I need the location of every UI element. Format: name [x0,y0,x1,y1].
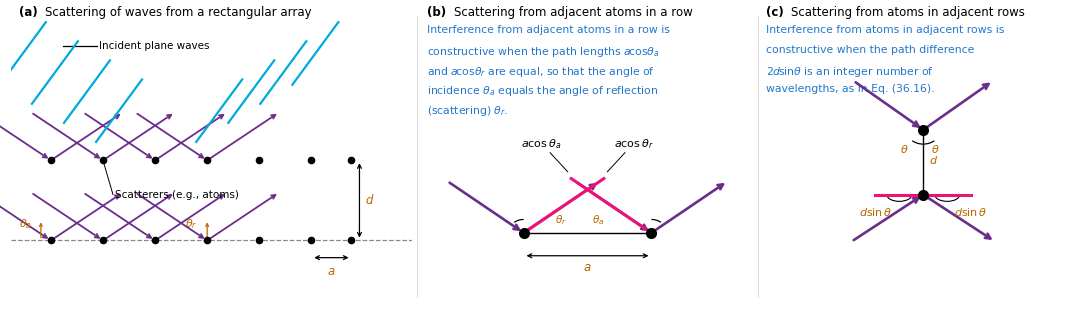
Text: $a\cos\theta_r$: $a\cos\theta_r$ [614,137,654,151]
Text: Interference from adjacent atoms in a row is: Interference from adjacent atoms in a ro… [427,25,669,35]
Text: $\theta_r$: $\theta_r$ [185,217,197,231]
Text: Incident plane waves: Incident plane waves [99,41,209,51]
Text: $\theta$: $\theta$ [931,143,940,155]
Text: $\theta_a$: $\theta_a$ [18,217,31,231]
Text: $d$: $d$ [365,193,375,208]
Text: $d$: $d$ [929,154,938,166]
Text: $d\sin\theta$: $d\sin\theta$ [859,206,892,218]
Text: $a$: $a$ [327,265,336,278]
Text: (c): (c) [766,6,783,19]
Text: (a): (a) [18,6,38,19]
Text: $\theta_r$: $\theta_r$ [556,213,567,227]
Text: $d\sin\theta$: $d\sin\theta$ [954,206,988,218]
Text: $a$: $a$ [584,261,591,275]
Text: Scattering from adjacent atoms in a row: Scattering from adjacent atoms in a row [454,6,693,19]
Text: $\theta_a$: $\theta_a$ [592,213,604,227]
Text: constructive when the path difference: constructive when the path difference [766,45,975,55]
Text: Scatterers (e.g., atoms): Scatterers (e.g., atoms) [115,190,239,200]
Text: wavelengths, as in Eq. (36.16).: wavelengths, as in Eq. (36.16). [766,85,935,94]
Text: Scattering from atoms in adjacent rows: Scattering from atoms in adjacent rows [791,6,1025,19]
Text: $\theta$: $\theta$ [900,143,909,155]
Text: $a\cos\theta_a$: $a\cos\theta_a$ [521,137,561,151]
Text: incidence $\theta_a$ equals the angle of reflection: incidence $\theta_a$ equals the angle of… [427,85,658,98]
Text: Interference from atoms in adjacent rows is: Interference from atoms in adjacent rows… [766,25,1004,35]
Text: (scattering) $\theta_r$.: (scattering) $\theta_r$. [427,104,508,118]
Text: constructive when the path lengths $a\!\cos\!\theta_a$: constructive when the path lengths $a\!\… [427,45,660,59]
Text: and $a\!\cos\!\theta_r$ are equal, so that the angle of: and $a\!\cos\!\theta_r$ are equal, so th… [427,64,655,79]
Text: (b): (b) [427,6,446,19]
Text: Scattering of waves from a rectangular array: Scattering of waves from a rectangular a… [44,6,312,19]
Text: $2d\!\sin\!\theta$ is an integer number of: $2d\!\sin\!\theta$ is an integer number … [766,64,934,79]
